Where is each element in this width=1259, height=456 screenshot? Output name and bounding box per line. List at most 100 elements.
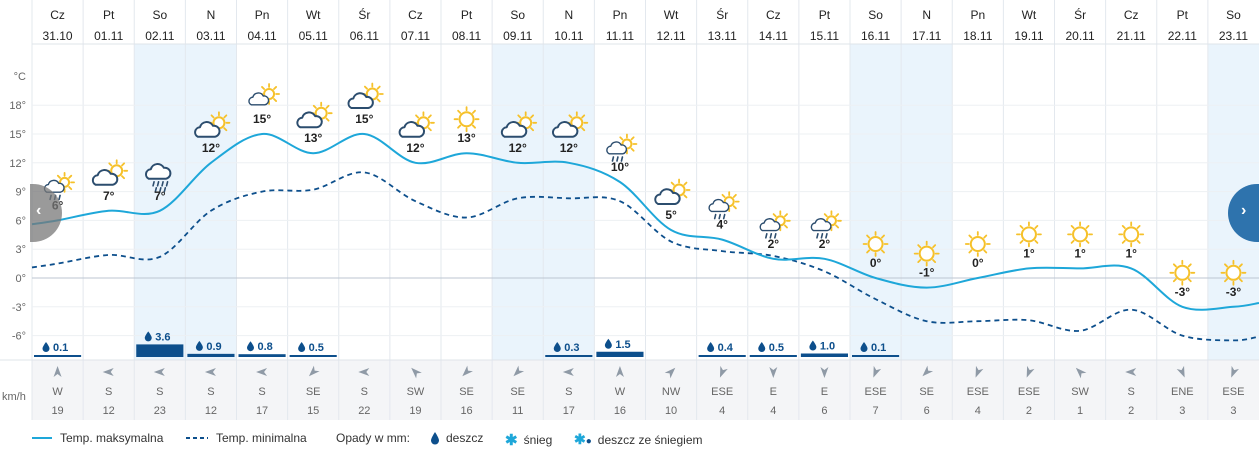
dashed-line-icon [186, 437, 208, 439]
forecast-chart: °C18°15°12°9°6°3°0°-3°-6°km/h Cz31.10Pt0… [0, 0, 1259, 420]
wind-arrow-icon [1075, 367, 1087, 379]
wind-direction-label: W [615, 386, 626, 398]
rain-drop [774, 233, 777, 239]
sun-ray [56, 174, 61, 179]
day-header[interactable]: Pt 01.11 [94, 8, 123, 43]
legend-snow: ✱ śnieg [505, 432, 553, 449]
wind-speed-label: 12 [205, 405, 217, 417]
max-temp-label: 2° [819, 237, 831, 251]
wind-direction-label: SE [919, 386, 934, 398]
day-header[interactable]: Pn 04.11 [247, 8, 276, 43]
max-temp-label: 1° [1125, 246, 1137, 260]
sun-ray [121, 162, 126, 167]
day-header[interactable]: So 02.11 [145, 8, 174, 43]
wind-arrow-icon [769, 367, 778, 378]
wind-arrow-icon [153, 368, 165, 376]
max-temp-label: 15° [355, 112, 373, 126]
day-header[interactable]: So 09.11 [503, 8, 532, 43]
wind-arrow-shape [922, 365, 934, 377]
sun-ray [835, 224, 840, 229]
day-header[interactable]: Wt 19.11 [1014, 8, 1043, 43]
sun-ray [619, 136, 624, 141]
sun-ray [968, 249, 973, 254]
day-header[interactable]: Cz 21.11 [1117, 8, 1146, 43]
wind-arrow-shape [1026, 365, 1035, 378]
wind-arrow-icon [308, 365, 320, 377]
date-label: 18.11 [963, 29, 992, 43]
weekday-label: Cz [408, 8, 423, 22]
wind-arrow-icon [1231, 365, 1240, 378]
sun-ray [1085, 239, 1090, 244]
wind-speed-label: 1 [1077, 405, 1083, 417]
day-header[interactable]: Śr 13.11 [708, 7, 737, 43]
precip-bar [34, 355, 82, 357]
max-temp-label: 15° [253, 112, 271, 126]
weather-icon-sun-cloud-rain [606, 133, 638, 162]
precip-amount-label: 0.5 [769, 342, 784, 354]
sun-ray [121, 175, 126, 180]
date-label: 05.11 [299, 29, 328, 43]
wind-direction-label: E [821, 386, 828, 398]
raindrop-icon [431, 432, 439, 445]
sun-ray [823, 213, 828, 218]
day-header[interactable]: Pn 18.11 [963, 8, 992, 43]
day-header[interactable]: Pt 08.11 [452, 8, 481, 43]
precip-bar [698, 355, 746, 357]
weather-icon-sun-cloud [91, 159, 129, 186]
wind-arrow-shape [411, 367, 422, 379]
max-temp-label: 0° [870, 256, 882, 270]
wind-arrow-icon [562, 368, 574, 376]
sun-ray [917, 244, 922, 249]
wind-speed-label: 6 [821, 405, 827, 417]
day-header[interactable]: Wt 12.11 [656, 8, 685, 43]
day-header[interactable]: N 17.11 [912, 8, 941, 43]
max-temp-label: 12° [406, 141, 424, 155]
weekday-label: So [510, 8, 525, 22]
date-label: 19.11 [1014, 29, 1043, 43]
day-header[interactable]: Cz 31.10 [43, 8, 73, 43]
wind-speed-label: 19 [51, 405, 63, 417]
weather-icon-sun-cloud-rain [810, 210, 842, 239]
legend-precip-title: Opady w mm: [336, 431, 411, 445]
rain-drop [769, 233, 773, 239]
wind-direction-label: SE [459, 386, 474, 398]
weekend-band [901, 44, 953, 360]
date-label: 22.11 [1168, 29, 1197, 43]
sun-ray [223, 114, 228, 119]
wind-arrow-shape [308, 365, 320, 377]
day-header[interactable]: Pn 11.11 [606, 8, 635, 43]
sun-ray [1172, 278, 1177, 283]
sun-ray [312, 104, 317, 109]
day-header[interactable]: Śr 20.11 [1065, 7, 1094, 43]
weather-icon-sun [453, 106, 480, 133]
precip-amount-label: 0.8 [258, 341, 273, 353]
sun-ray [581, 127, 586, 132]
day-header[interactable]: Śr 06.11 [350, 7, 379, 43]
sun-ray [1224, 278, 1228, 283]
day-header[interactable]: Wt 05.11 [299, 8, 328, 43]
sun-ray [968, 234, 973, 239]
wind-arrow-shape [664, 367, 676, 379]
day-header[interactable]: Cz 14.11 [759, 8, 788, 43]
date-label: 13.11 [708, 29, 737, 43]
day-header[interactable]: Cz 07.11 [401, 8, 430, 43]
wind-arrow-icon [256, 368, 268, 376]
day-header[interactable]: So 23.11 [1219, 8, 1248, 43]
wind-speed-label: 2 [1128, 405, 1134, 417]
sun-ray [983, 249, 988, 254]
sun-ray [1136, 239, 1141, 244]
wind-speed-label: 10 [665, 405, 677, 417]
wind-arrow-icon [975, 365, 984, 378]
weekday-label: So [152, 8, 167, 22]
wind-speed-label: 22 [358, 405, 370, 417]
day-header[interactable]: So 16.11 [861, 8, 890, 43]
day-header[interactable]: N 03.11 [196, 8, 225, 43]
weekend-band [543, 44, 595, 360]
cloud-shape [248, 92, 270, 106]
day-header[interactable]: N 10.11 [554, 8, 583, 43]
date-label: 10.11 [554, 29, 583, 43]
wind-direction-label: E [770, 386, 777, 398]
day-header[interactable]: Pt 22.11 [1168, 8, 1197, 43]
day-header[interactable]: Pt 15.11 [810, 8, 839, 43]
